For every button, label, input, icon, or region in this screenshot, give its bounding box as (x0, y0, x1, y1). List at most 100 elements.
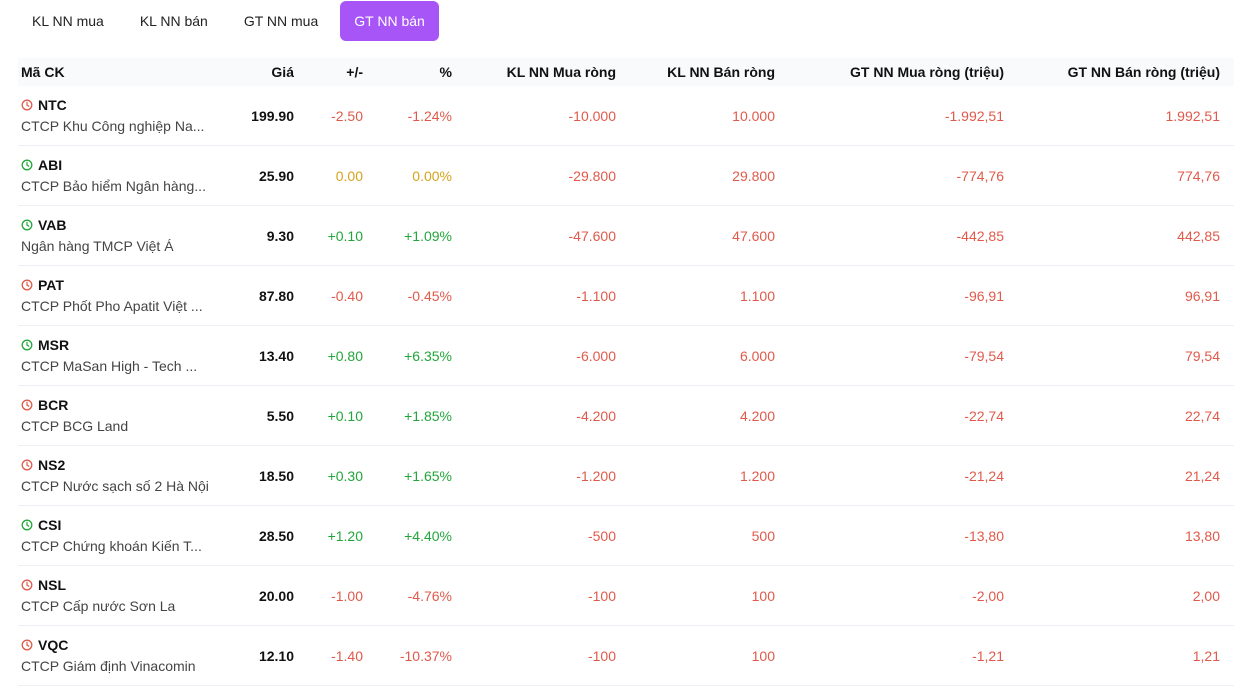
symbol-cell[interactable]: VQC CTCP Giám định Vinacomin (18, 637, 218, 674)
change-cell: +1.20 (327, 527, 363, 544)
table-row[interactable]: PAT CTCP Phốt Pho Apatit Việt ... 87.80 -0.… (18, 266, 1234, 326)
company-name: CTCP BCG Land (21, 418, 129, 434)
pct-cell: -4.76% (407, 587, 452, 604)
gt-ban-cell: 21,24 (1184, 467, 1220, 484)
gt-mua-cell: -22,74 (964, 407, 1004, 424)
company-name: CTCP MaSan High - Tech ... (21, 358, 198, 374)
price-cell: 28.50 (258, 527, 294, 544)
change-cell: +0.10 (327, 407, 363, 424)
gt-mua-cell: -21,24 (964, 467, 1004, 484)
kl-mua-cell: -6.000 (576, 347, 616, 364)
kl-ban-cell: 29.800 (732, 167, 775, 184)
red-clock-icon (21, 639, 33, 651)
table-body: NTC CTCP Khu Công nghiệp Na... 199.90 -2.50… (18, 86, 1234, 686)
kl-ban-cell: 100 (751, 587, 775, 604)
kl-mua-cell: -100 (587, 647, 616, 664)
header-gt-ban[interactable]: GT NN Bán ròng (triệu) (1067, 64, 1220, 80)
pct-cell: +4.40% (404, 527, 452, 544)
kl-mua-cell: -4.200 (576, 407, 616, 424)
symbol-cell[interactable]: NSL CTCP Cấp nước Sơn La (18, 577, 218, 614)
tab-gt-nn-ban[interactable]: GT NN bán (340, 1, 439, 41)
change-cell: +0.30 (327, 467, 363, 484)
gt-ban-cell: 1,21 (1192, 647, 1220, 664)
stock-symbol[interactable]: BCR (38, 397, 69, 413)
stock-symbol[interactable]: VQC (38, 637, 69, 653)
company-name: Ngân hàng TMCP Việt Á (21, 238, 174, 254)
symbol-cell[interactable]: NS2 CTCP Nước sạch số 2 Hà Nội (18, 457, 218, 494)
table-row[interactable]: ABI CTCP Bảo hiểm Ngân hàng... 25.90 0.00 0.… (18, 146, 1234, 206)
green-clock-icon (21, 159, 33, 171)
kl-mua-cell: -500 (587, 527, 616, 544)
tab-kl-nn-ban[interactable]: KL NN bán (139, 13, 208, 29)
pct-cell: -1.24% (407, 107, 452, 124)
header-price[interactable]: Giá (271, 64, 294, 80)
company-name: CTCP Cấp nước Sơn La (21, 598, 176, 614)
change-cell: -1.00 (331, 587, 363, 604)
green-clock-icon (21, 519, 33, 531)
kl-ban-cell: 47.600 (732, 227, 775, 244)
stock-symbol[interactable]: VAB (38, 217, 67, 233)
header-symbol[interactable]: Mã CK (21, 64, 65, 80)
red-clock-icon (21, 459, 33, 471)
tab-gt-nn-mua[interactable]: GT NN mua (243, 13, 319, 29)
kl-mua-cell: -1.200 (576, 467, 616, 484)
kl-ban-cell: 4.200 (739, 407, 775, 424)
header-kl-ban[interactable]: KL NN Bán ròng (667, 64, 775, 80)
symbol-cell[interactable]: ABI CTCP Bảo hiểm Ngân hàng... (18, 157, 218, 194)
stock-symbol[interactable]: NSL (38, 577, 66, 593)
table-row[interactable]: NSL CTCP Cấp nước Sơn La 20.00 -1.00 -4.76% -… (18, 566, 1234, 626)
tab-kl-nn-mua[interactable]: KL NN mua (32, 13, 104, 29)
gt-mua-cell: -1,21 (972, 647, 1004, 664)
company-name: CTCP Giám định Vinacomin (21, 658, 196, 674)
pct-cell: -10.37% (399, 647, 452, 664)
table-row[interactable]: BCR CTCP BCG Land 5.50 +0.10 +1.85% -4.200 4.2… (18, 386, 1234, 446)
change-cell: 0.00 (335, 167, 363, 184)
symbol-cell[interactable]: VAB Ngân hàng TMCP Việt Á (18, 217, 218, 254)
kl-ban-cell: 500 (751, 527, 775, 544)
gt-mua-cell: -1.992,51 (944, 107, 1004, 124)
header-gt-mua[interactable]: GT NN Mua ròng (triệu) (850, 64, 1004, 80)
symbol-cell[interactable]: PAT CTCP Phốt Pho Apatit Việt ... (18, 277, 218, 314)
symbol-cell[interactable]: MSR CTCP MaSan High - Tech ... (18, 337, 218, 374)
price-cell: 13.40 (258, 347, 294, 364)
company-name: CTCP Phốt Pho Apatit Việt ... (21, 298, 203, 314)
table-row[interactable]: NTC CTCP Khu Công nghiệp Na... 199.90 -2.50… (18, 86, 1234, 146)
header-kl-mua[interactable]: KL NN Mua ròng (506, 64, 616, 80)
stock-symbol[interactable]: MSR (38, 337, 70, 353)
symbol-cell[interactable]: NTC CTCP Khu Công nghiệp Na... (18, 97, 218, 134)
table-row[interactable]: MSR CTCP MaSan High - Tech ... 13.40 +0.80 +… (18, 326, 1234, 386)
stock-symbol[interactable]: NTC (38, 97, 67, 113)
kl-mua-cell: -29.800 (568, 167, 616, 184)
gt-ban-cell: 442,85 (1177, 227, 1220, 244)
price-cell: 5.50 (266, 407, 294, 424)
symbol-cell[interactable]: BCR CTCP BCG Land (18, 397, 218, 434)
kl-mua-cell: -1.100 (576, 287, 616, 304)
kl-mua-cell: -10.000 (568, 107, 616, 124)
gt-mua-cell: -2,00 (972, 587, 1004, 604)
table-row[interactable]: NS2 CTCP Nước sạch số 2 Hà Nội 18.50 +0.30 +… (18, 446, 1234, 506)
tab-bar: KL NN mua KL NN bán GT NN mua GT NN bán (18, 1, 439, 41)
gt-mua-cell: -774,76 (956, 167, 1004, 184)
kl-mua-cell: -47.600 (568, 227, 616, 244)
change-cell: +0.10 (327, 227, 363, 244)
pct-cell: -0.45% (407, 287, 452, 304)
stock-symbol[interactable]: CSI (38, 517, 62, 533)
stock-symbol[interactable]: ABI (38, 157, 63, 173)
pct-cell: +6.35% (404, 347, 452, 364)
price-cell: 9.30 (266, 227, 294, 244)
gt-ban-cell: 2,00 (1192, 587, 1220, 604)
gt-ban-cell: 96,91 (1184, 287, 1220, 304)
table-row[interactable]: CSI CTCP Chứng khoán Kiến T... 28.50 +1.20 +… (18, 506, 1234, 566)
stock-symbol[interactable]: NS2 (38, 457, 66, 473)
stock-symbol[interactable]: PAT (38, 277, 64, 293)
company-name: CTCP Chứng khoán Kiến T... (21, 538, 202, 554)
company-name: CTCP Nước sạch số 2 Hà Nội (21, 478, 209, 494)
kl-ban-cell: 6.000 (739, 347, 775, 364)
kl-ban-cell: 10.000 (732, 107, 775, 124)
gt-ban-cell: 22,74 (1184, 407, 1220, 424)
table-row[interactable]: VAB Ngân hàng TMCP Việt Á 9.30 +0.10 +1.09% -… (18, 206, 1234, 266)
header-change[interactable]: +/- (346, 64, 363, 80)
table-row[interactable]: VQC CTCP Giám định Vinacomin 12.10 -1.40 -10… (18, 626, 1234, 686)
header-pct[interactable]: % (439, 64, 452, 80)
symbol-cell[interactable]: CSI CTCP Chứng khoán Kiến T... (18, 517, 218, 554)
